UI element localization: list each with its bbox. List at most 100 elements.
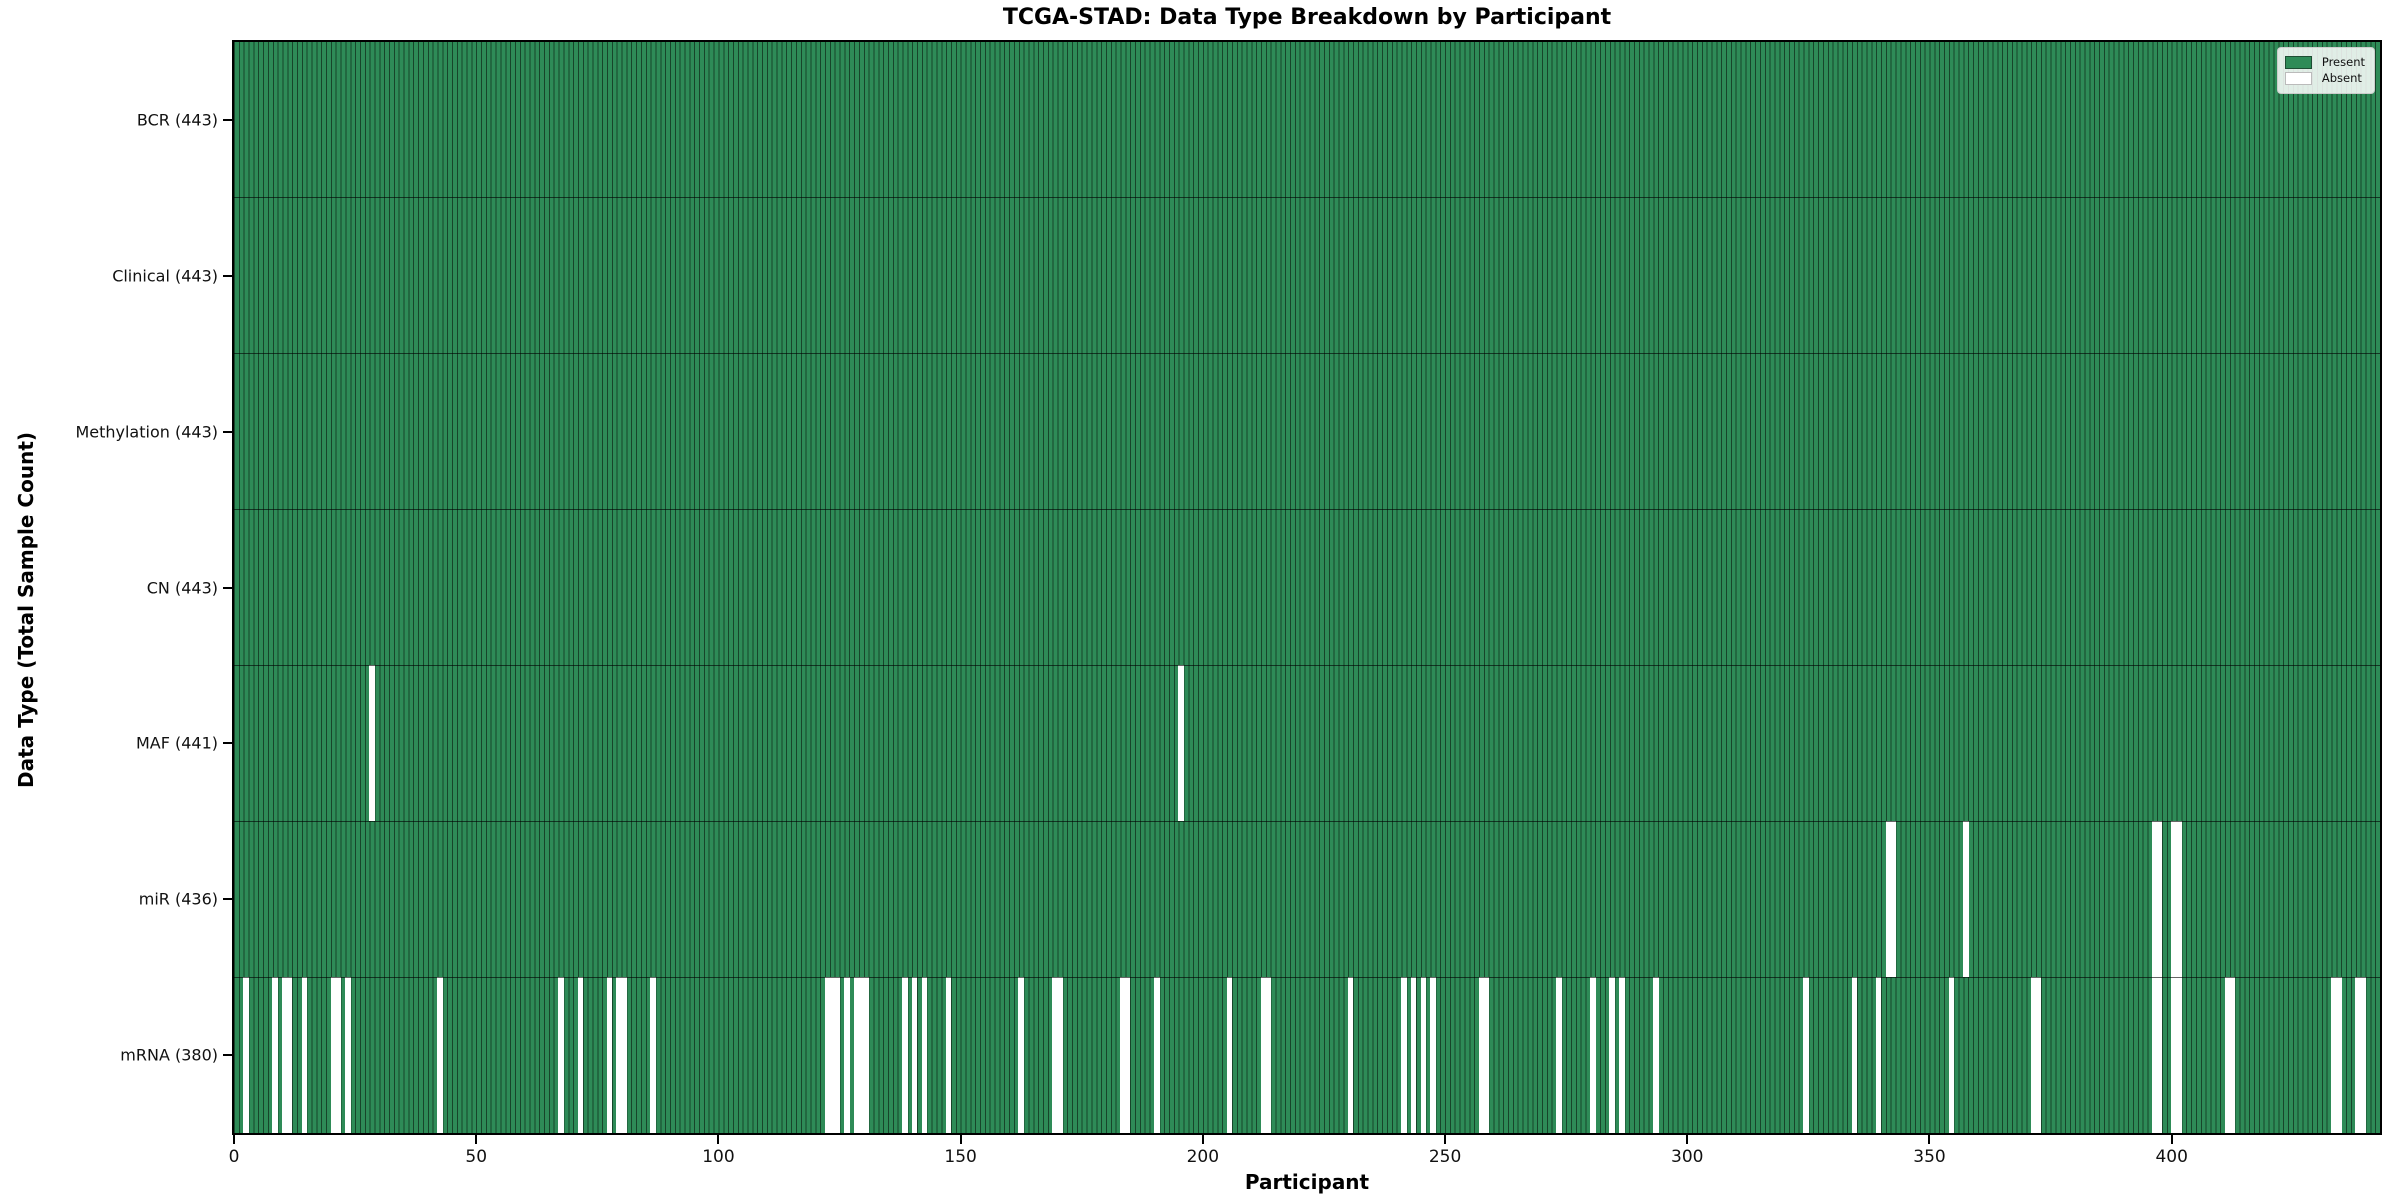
absent-cell (844, 977, 850, 1133)
absent-cell (2171, 977, 2177, 1133)
absent-cell (902, 977, 908, 1133)
absent-cell (2355, 977, 2361, 1133)
data-row-bcr (234, 42, 2380, 198)
absent-cell (2331, 977, 2337, 1133)
absent-cell (921, 977, 928, 1133)
y-tick-label: Clinical (443) (112, 266, 218, 286)
absent-cell (1420, 977, 1426, 1133)
row-separator (234, 353, 2380, 355)
absent-cell (1803, 977, 1809, 1133)
absent-cell (650, 977, 656, 1133)
x-tick-label: 150 (944, 1147, 977, 1167)
absent-cell (1430, 977, 1436, 1133)
y-tick-mark (223, 586, 232, 589)
y-tick-mark (223, 1054, 232, 1057)
x-tick-label: 200 (1186, 1147, 1220, 1167)
absent-cell (1052, 977, 1058, 1133)
absent-cell (1851, 977, 1858, 1133)
x-tick-label: 50 (465, 1147, 488, 1167)
absent-cell (863, 977, 869, 1133)
absent-cell (1963, 821, 1969, 978)
x-tick-mark (1444, 1135, 1447, 1144)
absent-cell (437, 977, 443, 1133)
absent-cell (2176, 977, 2182, 1133)
x-tick-mark (233, 1135, 235, 1144)
data-row-cn (234, 509, 2380, 666)
absent-cell (911, 977, 918, 1133)
legend: Present Absent (2276, 47, 2375, 94)
absent-cell (369, 665, 375, 822)
y-tick-mark (223, 118, 232, 121)
absent-cell (1875, 977, 1882, 1133)
data-row-methylation (234, 353, 2380, 510)
data-row-maf (234, 665, 2380, 822)
y-tick-label: mRNA (380) (120, 1045, 218, 1065)
absent-cell (1260, 977, 1267, 1133)
x-tick-label: 100 (702, 1147, 735, 1167)
absent-cell (1483, 977, 1489, 1133)
absent-cell (2156, 821, 2163, 978)
y-tick-label: MAF (441) (135, 733, 218, 753)
absent-cell (2035, 977, 2042, 1133)
x-tick-label: 350 (1913, 1147, 1946, 1167)
absent-cell (2156, 977, 2163, 1133)
absent-cell (1609, 977, 1615, 1133)
data-row-clinical (234, 197, 2380, 354)
absent-cell (1478, 977, 1485, 1133)
absent-cell (558, 977, 564, 1133)
y-tick-label: CN (443) (146, 578, 218, 597)
absent-cell (335, 977, 341, 1133)
x-tick-mark (1686, 1135, 1689, 1144)
y-tick-mark (223, 898, 232, 901)
absent-cell (282, 977, 288, 1133)
absent-cell (1347, 977, 1354, 1133)
absent-cell (945, 977, 952, 1133)
x-tick-label: 300 (1671, 1147, 1704, 1167)
absent-cell (2336, 977, 2342, 1133)
absent-cell (1590, 977, 1596, 1133)
legend-label: Present (2321, 55, 2365, 70)
absent-cell (1890, 821, 1896, 978)
row-separator (234, 509, 2380, 511)
absent-cell (1619, 977, 1625, 1133)
x-tick-label: 400 (2155, 1147, 2188, 1167)
absent-cell (1653, 977, 1659, 1133)
absent-cell (606, 977, 613, 1133)
absent-cell (1018, 977, 1024, 1133)
absent-cell (824, 977, 831, 1133)
absent-cell (2360, 977, 2366, 1133)
data-row-mrna (234, 977, 2380, 1133)
row-separator (234, 820, 2380, 822)
x-tick-mark (1201, 1135, 1204, 1144)
absent-cell (577, 977, 584, 1133)
absent-cell (1948, 977, 1954, 1133)
absent-cell (1885, 821, 1892, 978)
y-tick-label: BCR (443) (136, 110, 218, 130)
absent-cell (621, 977, 627, 1133)
absent-cell (272, 977, 278, 1133)
x-tick-mark (1928, 1135, 1931, 1144)
absent-cell (834, 977, 840, 1133)
absent-cell (2171, 821, 2177, 978)
absent-cell (1410, 977, 1417, 1133)
absent-cell (2224, 977, 2231, 1133)
absent-cell (616, 977, 622, 1133)
absent-cell (1265, 977, 1271, 1133)
y-tick-mark (223, 274, 232, 277)
absent-cell (1120, 977, 1126, 1133)
chart-title: TCGA-STAD: Data Type Breakdown by Partic… (1002, 5, 1612, 30)
absent-cell (1057, 977, 1063, 1133)
absent-cell (345, 977, 351, 1133)
absent-cell (2152, 977, 2158, 1133)
x-tick-label: 0 (228, 1147, 240, 1167)
legend-entry-absent: Absent (2284, 72, 2365, 85)
x-tick-mark (959, 1135, 962, 1144)
row-separator (234, 197, 2380, 199)
absent-cell (2176, 821, 2182, 978)
y-tick-mark (223, 742, 232, 745)
absent-cell (2030, 977, 2037, 1133)
x-tick-label: 250 (1428, 1147, 1462, 1167)
absent-cell (243, 977, 249, 1133)
y-tick-label: miR (436) (138, 889, 218, 909)
